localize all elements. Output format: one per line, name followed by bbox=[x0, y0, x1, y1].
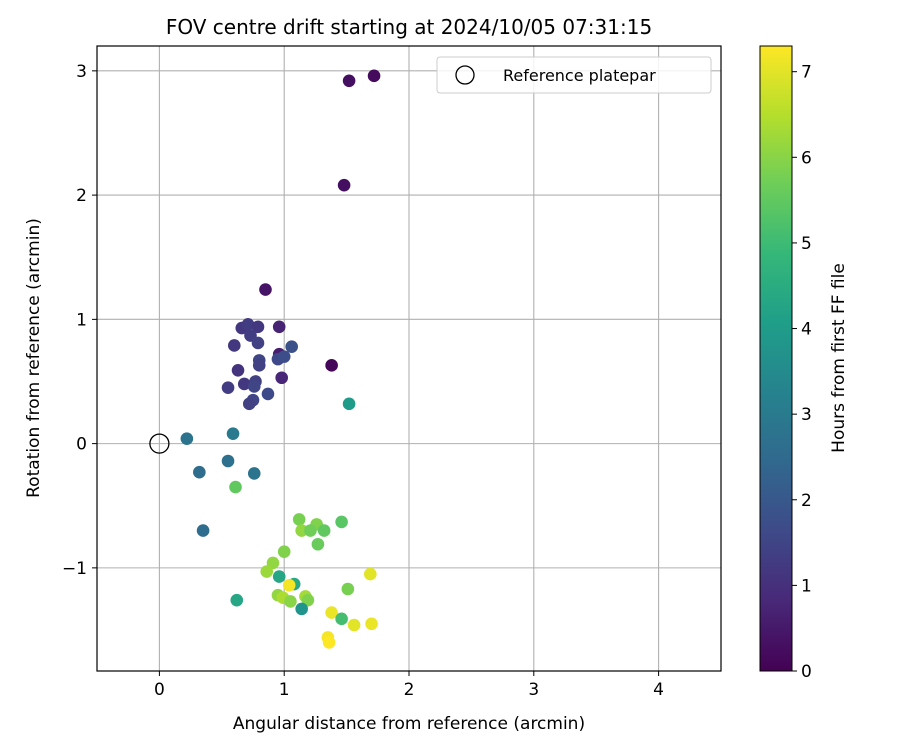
data-point bbox=[335, 612, 348, 626]
y-axis-ticks: −1 0 1 2 3 bbox=[62, 62, 97, 579]
data-point bbox=[231, 364, 245, 377]
data-point bbox=[252, 359, 266, 372]
data-point bbox=[347, 618, 361, 632]
data-point bbox=[230, 593, 244, 607]
data-point bbox=[227, 339, 241, 352]
y-tick-label: −1 bbox=[62, 559, 87, 579]
data-point bbox=[241, 318, 255, 331]
data-point bbox=[325, 606, 338, 619]
data-point bbox=[285, 340, 298, 353]
data-point bbox=[251, 336, 265, 350]
data-point bbox=[247, 380, 261, 393]
data-point bbox=[342, 397, 356, 411]
x-tick-label: 1 bbox=[279, 680, 290, 700]
x-axis-ticks: 0 1 2 3 4 bbox=[154, 671, 664, 700]
data-point bbox=[322, 636, 336, 649]
legend-box bbox=[436, 56, 712, 94]
y-tick-label: 0 bbox=[76, 435, 87, 455]
data-point bbox=[277, 350, 291, 363]
colorbar-label: Hours from first FF file bbox=[829, 263, 849, 453]
data-point bbox=[365, 617, 378, 631]
data-point bbox=[341, 582, 355, 596]
x-axis-label: Angular distance from reference (arcmin) bbox=[233, 714, 585, 734]
data-point bbox=[180, 432, 194, 445]
data-point bbox=[277, 545, 291, 559]
grid bbox=[97, 46, 721, 671]
data-points bbox=[149, 69, 381, 649]
data-point bbox=[251, 320, 265, 334]
x-tick-label: 0 bbox=[154, 680, 165, 700]
chart-title: FOV centre drift starting at 2024/10/05 … bbox=[166, 15, 652, 39]
data-point bbox=[325, 359, 338, 372]
colorbar-tick-label: 5 bbox=[801, 234, 812, 254]
data-point bbox=[295, 524, 308, 537]
data-point bbox=[259, 283, 272, 296]
data-point bbox=[221, 381, 235, 394]
legend: Reference platepar bbox=[436, 56, 712, 94]
colorbar-tick-label: 7 bbox=[801, 63, 812, 83]
colorbar-tick-label: 6 bbox=[801, 148, 812, 168]
data-point bbox=[196, 524, 210, 537]
data-point bbox=[237, 377, 251, 391]
data-point bbox=[335, 515, 348, 529]
colorbar-tick-label: 3 bbox=[801, 405, 812, 425]
data-point bbox=[295, 602, 308, 616]
data-point bbox=[337, 178, 351, 192]
data-point bbox=[275, 371, 289, 385]
x-tick-label: 4 bbox=[653, 680, 664, 700]
data-point bbox=[242, 397, 256, 411]
data-point bbox=[193, 465, 206, 479]
colorbar-tick-label: 2 bbox=[801, 491, 812, 511]
data-point bbox=[247, 467, 261, 480]
data-point bbox=[272, 320, 286, 334]
data-point bbox=[226, 427, 240, 440]
legend-label-reference: Reference platepar bbox=[503, 66, 656, 85]
data-point bbox=[260, 565, 274, 578]
data-point bbox=[317, 524, 331, 537]
data-point bbox=[221, 454, 235, 468]
colorbar-ticks: 0 1 2 3 4 5 6 7 bbox=[792, 63, 812, 682]
colorbar-tick-label: 0 bbox=[801, 662, 812, 682]
y-axis-label: Rotation from reference (arcmin) bbox=[24, 218, 44, 498]
data-point bbox=[364, 567, 377, 581]
colorbar bbox=[759, 45, 793, 672]
x-tick-label: 3 bbox=[528, 680, 539, 700]
data-point bbox=[292, 513, 306, 526]
y-tick-label: 2 bbox=[76, 186, 87, 206]
colorbar-tick-label: 1 bbox=[801, 576, 812, 596]
data-point bbox=[229, 480, 242, 494]
data-point bbox=[272, 570, 286, 583]
data-point bbox=[261, 387, 275, 401]
data-point bbox=[301, 593, 315, 607]
reference-platepar-marker bbox=[149, 433, 170, 454]
data-point bbox=[311, 537, 325, 551]
data-point bbox=[284, 595, 297, 608]
legend-reference-marker bbox=[455, 65, 475, 85]
colorbar-tick-label: 4 bbox=[801, 320, 812, 340]
data-point bbox=[266, 556, 280, 570]
y-tick-label: 3 bbox=[76, 62, 87, 82]
y-tick-label: 1 bbox=[76, 310, 87, 330]
data-point bbox=[282, 578, 296, 592]
data-point bbox=[367, 69, 381, 83]
x-tick-label: 2 bbox=[404, 680, 415, 700]
data-point bbox=[342, 74, 356, 88]
data-point bbox=[304, 524, 317, 537]
